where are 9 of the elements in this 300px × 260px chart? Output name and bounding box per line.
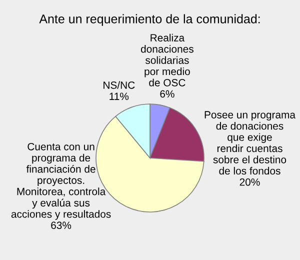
data-label: 6% [160,90,174,98]
slice-label: Posee un programa de donaciones que exige rendir cuentas sobre el destino de los fondos [204,111,296,175]
data-label: 11% [110,92,129,100]
slice-label: NS/NC [104,81,135,89]
chart-title: Ante un requerimiento de la comunidad: [39,14,260,26]
data-label: 63% [51,222,72,230]
slice-label: Cuenta con un programa de financiación de proyectos. Monitorea, controla y evalúa sus acciones y resultados [11,142,111,220]
slice-label: Realiza donaciones solidarias por medio de OSC [141,34,194,86]
data-label: 20% [240,178,260,186]
